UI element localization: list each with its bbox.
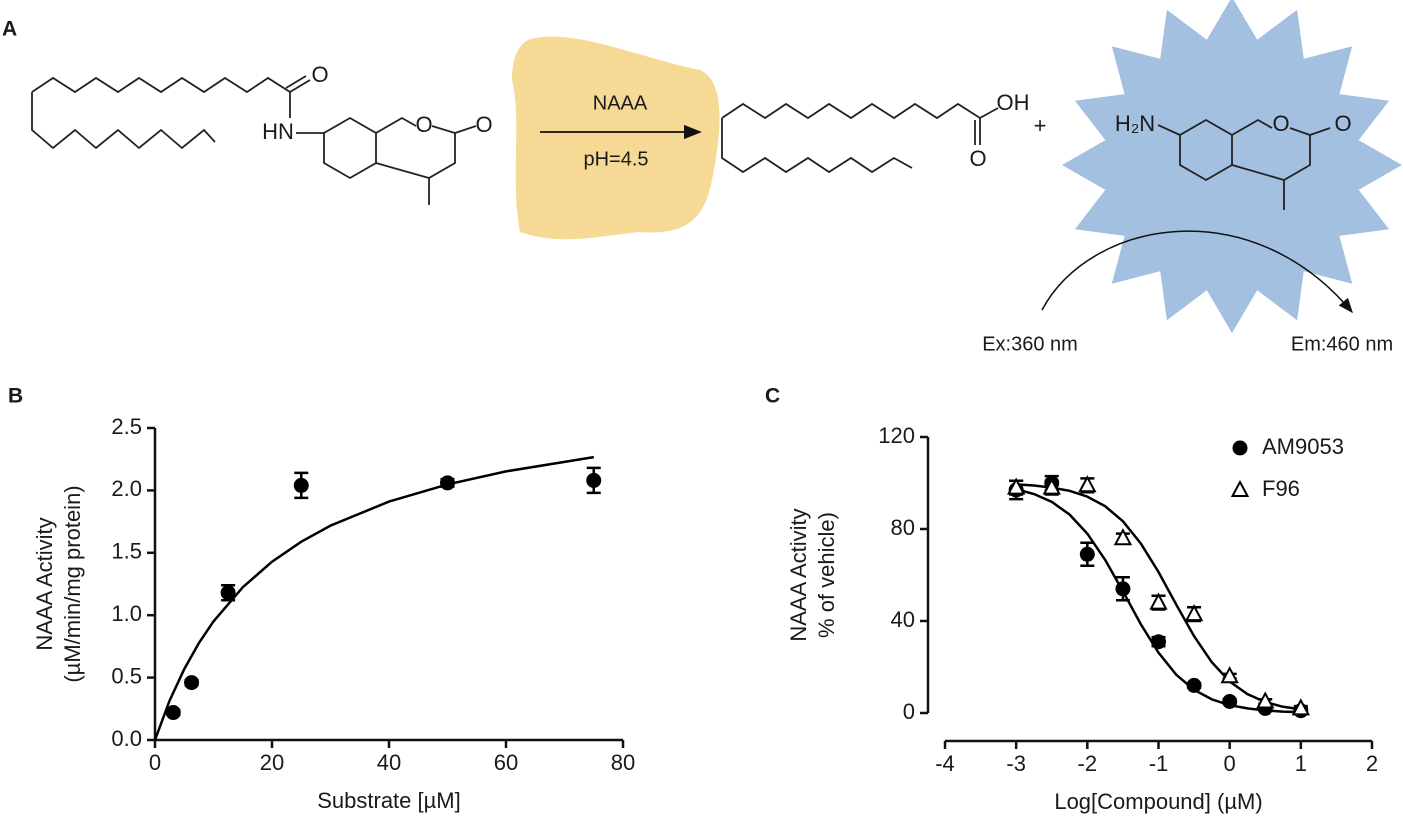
- enzyme-label: NAAA: [593, 92, 648, 114]
- ring: [323, 116, 377, 180]
- atom: O: [1334, 111, 1351, 136]
- atom: O: [1272, 111, 1289, 136]
- data-point: [1149, 592, 1168, 610]
- ring: [375, 116, 417, 134]
- legend-label: F96: [1262, 476, 1300, 501]
- x-axis-label: Log[Compound] (µM): [1054, 789, 1262, 814]
- fit-curve: [153, 455, 595, 741]
- x-tick-label: 40: [377, 750, 401, 775]
- bond: [1309, 127, 1331, 136]
- atom: OH: [997, 90, 1030, 115]
- condition-label: pH=4.5: [583, 148, 648, 170]
- data-point: [1222, 694, 1238, 709]
- ring: [1231, 118, 1273, 136]
- x-tick-label: 80: [611, 750, 635, 775]
- data-point: [586, 472, 602, 488]
- excitation-label: Ex:360 nm: [982, 333, 1078, 355]
- fluorescence-star: [1062, 0, 1402, 333]
- data-point: [1151, 634, 1166, 650]
- x-tick-label: 1: [1295, 751, 1307, 776]
- emission-label: Em:460 nm: [1291, 333, 1393, 355]
- y-axis-label: (µM/min/mg protein): [60, 485, 85, 682]
- y-axis-label: NAAA Activity: [786, 508, 811, 641]
- data-point: [220, 585, 236, 601]
- data-point: [1256, 691, 1275, 709]
- x-tick-label: -3: [1006, 751, 1026, 776]
- x-tick-label: 0: [149, 750, 161, 775]
- legend-marker: [1232, 440, 1248, 456]
- atom: HN: [262, 119, 294, 144]
- alkyl-chain: [721, 118, 913, 174]
- atom: O: [415, 112, 432, 137]
- y-tick-label: 80: [891, 515, 915, 540]
- ring: [375, 125, 456, 179]
- plus: +: [1034, 113, 1047, 138]
- y-axis-label: NAAA Activity: [32, 517, 57, 650]
- atom: H₂N: [1115, 111, 1155, 136]
- data-point: [1042, 477, 1061, 495]
- bond: [289, 79, 311, 93]
- y-tick-label: 2.5: [111, 414, 142, 439]
- y-tick-label: 40: [891, 607, 915, 632]
- x-tick-label: 2: [1366, 751, 1378, 776]
- atom: O: [969, 146, 986, 171]
- alkyl-chain: [31, 76, 291, 94]
- panel-label: C: [765, 385, 780, 408]
- alkyl-chain: [721, 102, 981, 120]
- y-tick-label: 0.0: [111, 726, 142, 751]
- fit-curve: [1015, 487, 1301, 714]
- x-tick-label: -2: [1078, 751, 1098, 776]
- x-tick-label: -1: [1149, 751, 1169, 776]
- data-point: [1291, 698, 1311, 716]
- y-tick-label: 1.5: [111, 539, 142, 564]
- x-tick-label: 20: [260, 750, 284, 775]
- data-point: [1113, 528, 1133, 546]
- panel-label: A: [2, 18, 17, 41]
- bond: [979, 107, 999, 119]
- legend-marker: [1230, 479, 1250, 497]
- x-axis-label: Substrate [µM]: [317, 788, 461, 813]
- data-point: [1006, 477, 1026, 495]
- data-point: [1079, 546, 1095, 562]
- emission-arc: [1041, 230, 1353, 314]
- y-tick-label: 120: [878, 423, 915, 448]
- alkyl-chain: [31, 92, 216, 150]
- bond: [1157, 124, 1181, 136]
- bond: [454, 125, 477, 134]
- atom: O: [475, 112, 492, 137]
- panel-label: B: [8, 385, 23, 408]
- data-point: [1220, 666, 1239, 684]
- data-point: [165, 705, 181, 721]
- y-tick-label: 0.5: [111, 663, 142, 688]
- y-axis-label: % of vehicle): [814, 512, 839, 638]
- atom: O: [311, 62, 328, 87]
- x-tick-label: 0: [1224, 751, 1236, 776]
- y-tick-label: 1.0: [111, 601, 142, 626]
- data-point: [293, 477, 309, 493]
- reaction-scheme: A O HN O O NAAA pH=4.5 OH O + H₂N: [2, 0, 1402, 355]
- fit-curve: [1016, 483, 1301, 711]
- data-point: [440, 475, 455, 491]
- ring: [1231, 127, 1311, 181]
- y-tick-label: 2.0: [111, 476, 142, 501]
- data-point: [1184, 603, 1204, 622]
- data-point: [184, 675, 200, 691]
- legend-label: AM9053: [1262, 434, 1344, 459]
- x-tick-label: -4: [935, 751, 955, 776]
- data-point: [1186, 677, 1202, 693]
- x-tick-label: 60: [494, 750, 518, 775]
- enzyme-blob: [512, 36, 720, 240]
- bond: [285, 75, 307, 89]
- data-point: [1115, 581, 1131, 597]
- y-tick-label: 0: [903, 699, 915, 724]
- data-point: [1078, 475, 1097, 493]
